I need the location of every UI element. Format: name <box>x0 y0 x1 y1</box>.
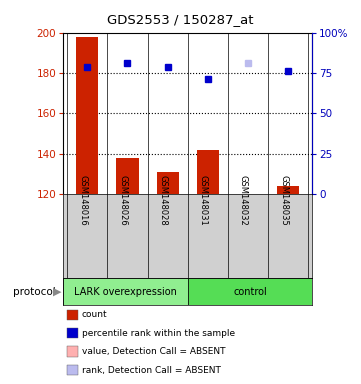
Bar <box>76 36 98 194</box>
Text: protocol: protocol <box>13 287 56 297</box>
Text: GSM148028: GSM148028 <box>158 175 168 226</box>
Text: count: count <box>82 310 108 319</box>
Text: ▶: ▶ <box>53 287 61 297</box>
Text: percentile rank within the sample: percentile rank within the sample <box>82 329 235 338</box>
Text: value, Detection Call = ABSENT: value, Detection Call = ABSENT <box>82 347 226 356</box>
Bar <box>197 150 219 194</box>
Text: LARK overexpression: LARK overexpression <box>74 287 177 297</box>
Text: GDS2553 / 150287_at: GDS2553 / 150287_at <box>107 13 254 26</box>
Bar <box>63 278 188 305</box>
Bar <box>116 158 139 194</box>
Bar <box>188 278 312 305</box>
Text: GSM148035: GSM148035 <box>279 175 288 226</box>
Text: GSM148026: GSM148026 <box>118 175 127 226</box>
Text: rank, Detection Call = ABSENT: rank, Detection Call = ABSENT <box>82 366 221 375</box>
Bar <box>277 186 299 194</box>
Text: GSM148031: GSM148031 <box>199 175 208 226</box>
Bar <box>157 172 179 194</box>
Text: GSM148032: GSM148032 <box>239 175 248 226</box>
Text: control: control <box>233 287 267 297</box>
Text: GSM148016: GSM148016 <box>78 175 87 226</box>
